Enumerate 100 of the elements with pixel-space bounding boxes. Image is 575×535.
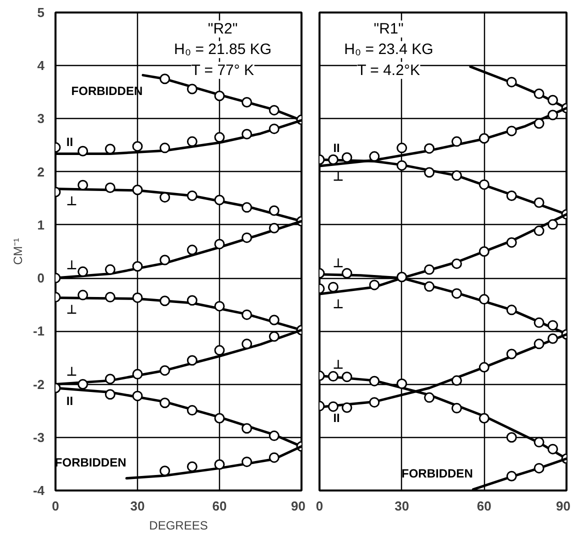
point [160, 398, 170, 408]
point [132, 292, 143, 303]
point [424, 143, 435, 154]
point [328, 371, 338, 382]
point [506, 190, 517, 201]
point [548, 333, 558, 344]
point [451, 170, 462, 181]
point [478, 413, 490, 424]
annotation: II [66, 394, 74, 408]
point [214, 300, 225, 312]
point [369, 397, 380, 408]
x-tick-label: 0 [52, 498, 60, 514]
x-tick-label: 60 [212, 498, 227, 514]
point [214, 413, 225, 424]
y-tick-label: 3 [37, 111, 45, 126]
annotation: II [333, 141, 340, 156]
y-tick-label: 0 [37, 270, 45, 286]
point [242, 232, 252, 243]
point [160, 142, 170, 154]
annotation: II [333, 411, 340, 426]
annotation: H₀ = 23.4 KG [344, 41, 434, 58]
annotation: II [66, 134, 74, 149]
point [451, 288, 462, 299]
y-tick-label: 2 [37, 164, 45, 180]
annotation: ⊥ [66, 364, 76, 379]
annotation: ⊥ [333, 256, 344, 270]
point [396, 142, 408, 154]
point [451, 375, 462, 386]
annotation: FORBIDDEN [54, 455, 126, 470]
point [104, 292, 116, 302]
point [268, 104, 280, 116]
point [186, 84, 198, 94]
point [478, 246, 490, 257]
point [78, 146, 88, 156]
point [451, 258, 462, 269]
point [548, 110, 558, 120]
annotation: "R2" [208, 20, 238, 38]
annotation: FORBIDDEN [402, 466, 473, 480]
point [132, 390, 143, 402]
point [268, 222, 280, 234]
point [548, 94, 558, 106]
point [242, 202, 252, 213]
point [214, 238, 225, 250]
point [104, 144, 116, 154]
point [186, 190, 198, 201]
point [132, 184, 143, 196]
y-tick-label: 4 [37, 58, 46, 74]
point [534, 118, 544, 129]
point [424, 264, 435, 275]
point [160, 466, 170, 476]
point [342, 372, 352, 382]
point [506, 76, 517, 88]
point [132, 261, 143, 272]
point [268, 331, 280, 342]
point [242, 456, 252, 468]
point [242, 128, 252, 140]
point [242, 97, 252, 108]
x-tick-label: 30 [130, 498, 145, 514]
annotation: ⊥ [333, 169, 344, 184]
point [186, 244, 198, 256]
point [104, 182, 116, 194]
point [214, 345, 225, 356]
point [160, 192, 170, 203]
point [534, 436, 544, 448]
point [186, 405, 198, 416]
point [132, 141, 143, 152]
x-tick-label: 30 [394, 498, 410, 514]
point [186, 461, 198, 472]
point [104, 389, 116, 400]
point [160, 296, 170, 306]
annotation: ⊥ [66, 302, 76, 317]
point [396, 272, 408, 282]
y-tick-label: -1 [32, 324, 45, 339]
point [328, 154, 338, 165]
point [534, 88, 544, 99]
point [214, 132, 225, 143]
point [104, 374, 116, 384]
point [328, 401, 338, 412]
point [104, 264, 116, 275]
point [78, 266, 88, 277]
point [478, 362, 490, 373]
point [268, 205, 280, 216]
point [78, 180, 88, 190]
point [268, 430, 280, 442]
annotation: T = 77° K [191, 62, 254, 79]
x-axis-title: DEGREES [149, 518, 208, 532]
point [214, 90, 225, 102]
point [328, 282, 338, 292]
point [78, 379, 88, 390]
point [506, 237, 517, 248]
annotation: ⊥ [66, 258, 76, 272]
y-tick-label: 5 [37, 5, 45, 20]
point [342, 268, 352, 279]
point [242, 338, 252, 350]
point [478, 179, 490, 190]
annotation: ⊥ [66, 194, 76, 208]
point [424, 392, 435, 403]
y-tick-label: -2 [32, 376, 45, 392]
point [534, 462, 544, 474]
point [268, 452, 280, 463]
